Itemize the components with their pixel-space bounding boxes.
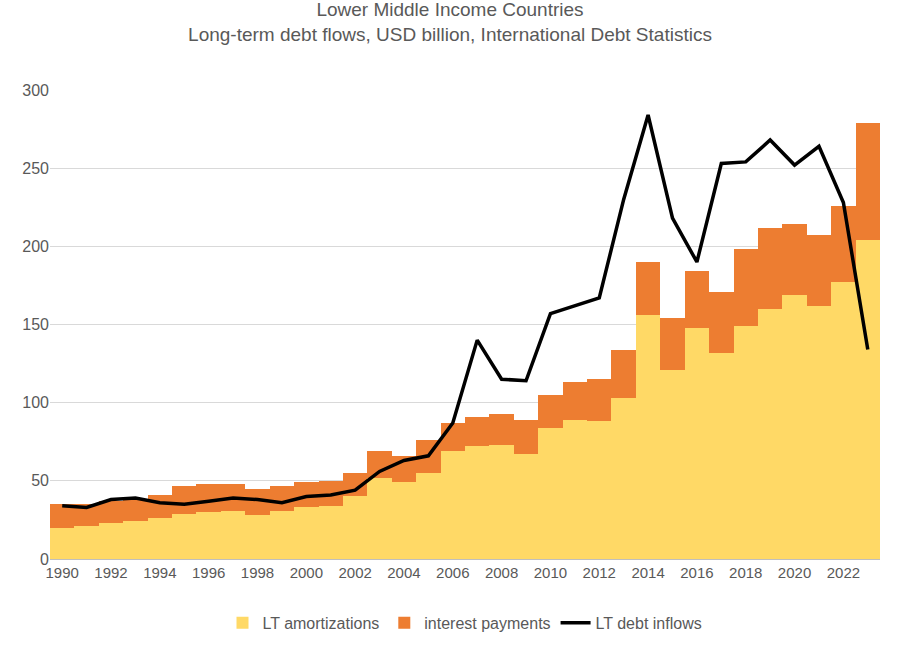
svg-text:2020: 2020 [778, 564, 811, 581]
svg-text:50: 50 [31, 472, 49, 489]
svg-text:250: 250 [22, 160, 49, 177]
svg-text:interest payments: interest payments [424, 615, 550, 632]
svg-text:1994: 1994 [143, 564, 176, 581]
svg-text:LT debt inflows: LT debt inflows [596, 615, 702, 632]
svg-text:150: 150 [22, 316, 49, 333]
svg-text:2008: 2008 [485, 564, 518, 581]
svg-text:LT amortizations: LT amortizations [263, 615, 380, 632]
svg-text:1990: 1990 [46, 564, 79, 581]
svg-text:2014: 2014 [631, 564, 664, 581]
svg-text:2010: 2010 [534, 564, 567, 581]
svg-text:2000: 2000 [290, 564, 323, 581]
svg-text:300: 300 [22, 82, 49, 99]
svg-text:200: 200 [22, 238, 49, 255]
svg-text:2016: 2016 [680, 564, 713, 581]
svg-text:2022: 2022 [827, 564, 860, 581]
svg-text:2012: 2012 [583, 564, 616, 581]
svg-text:1996: 1996 [192, 564, 225, 581]
svg-text:0: 0 [40, 551, 49, 568]
svg-text:2018: 2018 [729, 564, 762, 581]
svg-text:2004: 2004 [387, 564, 420, 581]
svg-text:100: 100 [22, 394, 49, 411]
svg-text:2006: 2006 [436, 564, 469, 581]
svg-text:2002: 2002 [338, 564, 371, 581]
svg-text:1992: 1992 [94, 564, 127, 581]
svg-text:Lower Middle Income CountriesL: Lower Middle Income CountriesLong-term d… [188, 0, 712, 45]
svg-text:1998: 1998 [241, 564, 274, 581]
